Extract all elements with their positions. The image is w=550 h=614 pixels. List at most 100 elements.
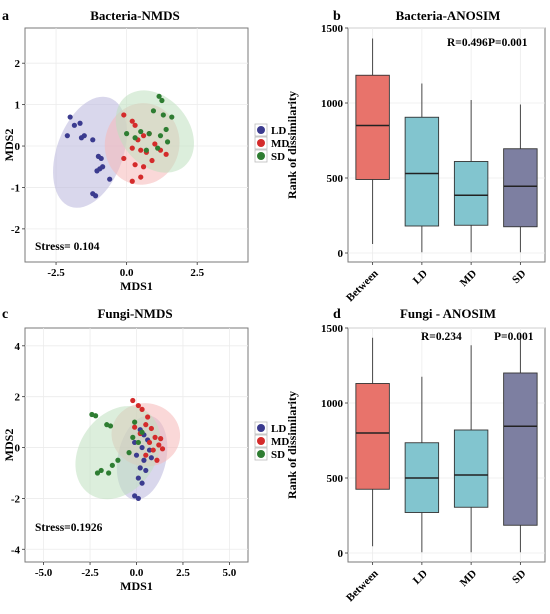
box-ld — [404, 83, 440, 253]
panel-label: c — [2, 307, 8, 322]
data-point-ld — [137, 465, 143, 471]
box-md — [453, 100, 489, 253]
legend-label-md: MD — [271, 138, 289, 150]
data-point-md — [129, 178, 135, 184]
y-tick-label: 1500 — [321, 23, 344, 35]
x-tick-label: 2.5 — [176, 567, 190, 579]
data-point-ld — [132, 493, 138, 499]
data-point-ld — [139, 480, 145, 486]
y-tick-label: 1000 — [321, 398, 344, 410]
panel-label: a — [2, 9, 9, 24]
data-point-ld — [132, 439, 138, 446]
y-tick-label: 2 — [15, 392, 21, 404]
data-point-ld — [67, 114, 73, 120]
data-point-sd — [160, 112, 166, 118]
legend-label-ld: LD — [271, 423, 286, 435]
x-tick-label: Between — [344, 568, 381, 605]
panel-b: b Bacteria-ANOSIM 0 500 1000 1500 Between LD MD S… — [285, 8, 546, 305]
x-tick-label: MD — [458, 568, 479, 589]
panel-a: a Bacteria-NMDS -2.5 0.0 2.5 -2 -1 0 1 2 Stress= 0… — [2, 8, 289, 293]
y-tick-label: -2 — [11, 493, 21, 505]
data-point-ld — [98, 155, 104, 162]
confidence-ellipse-sd — [115, 90, 194, 173]
y-tick-label: 1500 — [321, 323, 344, 335]
r-statistic: R=0.234 — [421, 331, 462, 343]
box-between — [355, 337, 390, 547]
y-tick-label: 1000 — [321, 98, 344, 110]
chart-title: Fungi - ANOSIM — [400, 306, 496, 321]
data-point-md — [121, 155, 127, 162]
data-point-md — [145, 414, 151, 420]
y-tick-label: 0 — [338, 548, 344, 560]
y-axis-label: MDS2 — [2, 129, 16, 162]
data-point-md — [150, 447, 156, 453]
legend-label-ld: LD — [271, 125, 286, 137]
y-tick-label: 1 — [15, 100, 21, 112]
data-point-ld — [135, 495, 141, 502]
chart-title: Fungi-NMDS — [97, 306, 172, 321]
data-point-ld — [90, 137, 96, 143]
box-body — [453, 161, 489, 226]
box-body — [404, 116, 440, 227]
data-point-ld — [143, 467, 149, 474]
data-point-md — [129, 118, 135, 124]
data-point-ld — [107, 176, 113, 182]
data-point-md — [140, 133, 147, 139]
data-point-sd — [106, 470, 112, 476]
chart-title: Bacteria-ANOSIM — [396, 8, 501, 23]
y-tick-label: -4 — [11, 544, 21, 556]
data-point-sd — [143, 147, 149, 153]
y-tick-label: 0 — [15, 443, 21, 455]
data-point-ld — [92, 193, 99, 199]
data-point-md — [163, 151, 169, 157]
legend-marker-sd — [257, 152, 265, 160]
data-point-ld — [139, 444, 145, 451]
box-sd — [503, 104, 538, 253]
data-point-md — [139, 406, 145, 412]
data-point-sd — [94, 470, 101, 476]
data-point-md — [121, 112, 127, 118]
data-point-md — [132, 424, 138, 430]
data-point-sd — [139, 429, 145, 435]
panel-c: c Fungi-NMDS -5.0 -2.5 0.0 2.5 5.0 -4 -2 0 2 4 Stres… — [2, 306, 289, 593]
data-point-sd — [93, 413, 99, 419]
data-point-ld — [148, 455, 154, 461]
legend-marker-md — [257, 139, 265, 147]
data-point-md — [149, 157, 155, 164]
legend-marker-ld — [257, 126, 265, 134]
chart-title: Bacteria-NMDS — [90, 8, 180, 23]
data-point-ld — [64, 133, 70, 139]
data-point-ld — [146, 447, 153, 453]
data-point-ld — [100, 164, 106, 170]
data-point-sd — [109, 462, 115, 468]
data-point-sd — [159, 97, 165, 104]
x-tick-label: 5.0 — [223, 567, 237, 579]
x-tick-label: 0.0 — [130, 567, 144, 579]
box-body — [503, 372, 538, 526]
data-point-sd — [132, 135, 138, 141]
data-point-sd — [146, 131, 152, 137]
data-point-md — [148, 425, 154, 432]
data-point-ld — [141, 457, 147, 463]
data-point-md — [132, 162, 138, 168]
data-point-sd — [138, 128, 144, 135]
panel-label: d — [333, 307, 341, 322]
x-tick-label: Between — [344, 268, 381, 305]
y-tick-label: 0 — [15, 141, 21, 153]
x-tick-label: -2.5 — [47, 267, 65, 279]
y-tick-label: 0 — [338, 248, 344, 260]
data-point-sd — [156, 93, 162, 99]
data-point-md — [159, 446, 166, 452]
stress-annotation: Stress=0.1926 — [35, 522, 103, 534]
data-point-ld — [135, 475, 141, 481]
data-point-sd — [132, 419, 138, 425]
r-statistic: R=0.496 — [447, 37, 488, 49]
data-point-ld — [133, 452, 140, 458]
data-point-sd — [130, 434, 136, 440]
data-point-md — [143, 452, 149, 458]
data-point-ld — [94, 168, 100, 174]
data-point-sd — [150, 108, 157, 114]
y-tick-label: 500 — [327, 473, 344, 485]
y-axis-label: Rank of dissimilarity — [285, 91, 299, 199]
